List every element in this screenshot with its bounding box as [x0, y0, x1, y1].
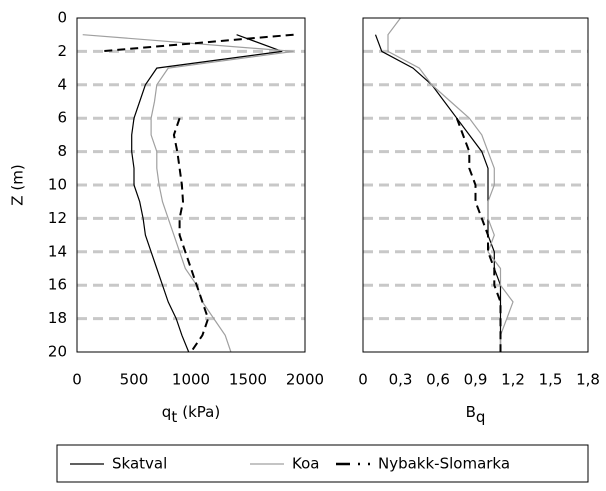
plot-frame — [76, 17, 306, 353]
plot-frame — [362, 17, 589, 353]
legend-label: Nybakk-Slomarka — [378, 455, 510, 473]
x-axis-label: Bq — [466, 403, 486, 426]
y-tick-label: 4 — [57, 75, 67, 93]
series-line — [455, 117, 502, 352]
x-tick-label: 500 — [120, 371, 149, 389]
x-tick-label: 1,2 — [501, 371, 525, 389]
x-axis-label-main: B — [466, 403, 476, 421]
x-tick-label: 0,9 — [464, 371, 488, 389]
y-tick-label: 8 — [57, 142, 67, 160]
y-tick-label: 20 — [48, 343, 67, 361]
series-line — [99, 33, 294, 353]
x-tick-label: 0,3 — [389, 371, 413, 389]
x-tick-label: 1500 — [229, 371, 267, 389]
y-tick-label: 14 — [48, 242, 67, 260]
x-tick-label: 1,5 — [539, 371, 563, 389]
y-tick-label: 12 — [48, 209, 67, 227]
x-tick-label: 0 — [358, 371, 368, 389]
y-tick-label: 16 — [48, 276, 67, 294]
x-tick-label: 1000 — [172, 371, 210, 389]
y-tick-label: 2 — [57, 42, 67, 60]
series-line — [82, 34, 294, 353]
x-tick-label: 0,6 — [426, 371, 450, 389]
x-axis-label-main: q — [162, 403, 172, 421]
x-tick-label: 0 — [72, 371, 82, 389]
y-tick-label: 0 — [57, 9, 67, 27]
y-tick-label: 6 — [57, 109, 67, 127]
x-tick-label: 1,8 — [576, 371, 600, 389]
x-axis-label-sub: t — [171, 408, 177, 426]
y-tick-label: 10 — [48, 176, 67, 194]
y-tick-label: 18 — [48, 309, 67, 327]
x-tick-label: 2000 — [286, 371, 324, 389]
legend-label: Skatval — [112, 455, 167, 473]
series-line — [387, 17, 514, 352]
legend-label: Koa — [292, 455, 319, 473]
y-axis-label: Z (m) — [9, 164, 27, 205]
x-axis-label-unit: (kPa) — [182, 403, 220, 421]
x-axis-label-sub: q — [476, 408, 486, 426]
x-axis-label: qt (kPa) — [162, 403, 220, 426]
series-line — [131, 34, 283, 353]
series-line — [374, 34, 502, 352]
legend-box — [56, 444, 589, 483]
